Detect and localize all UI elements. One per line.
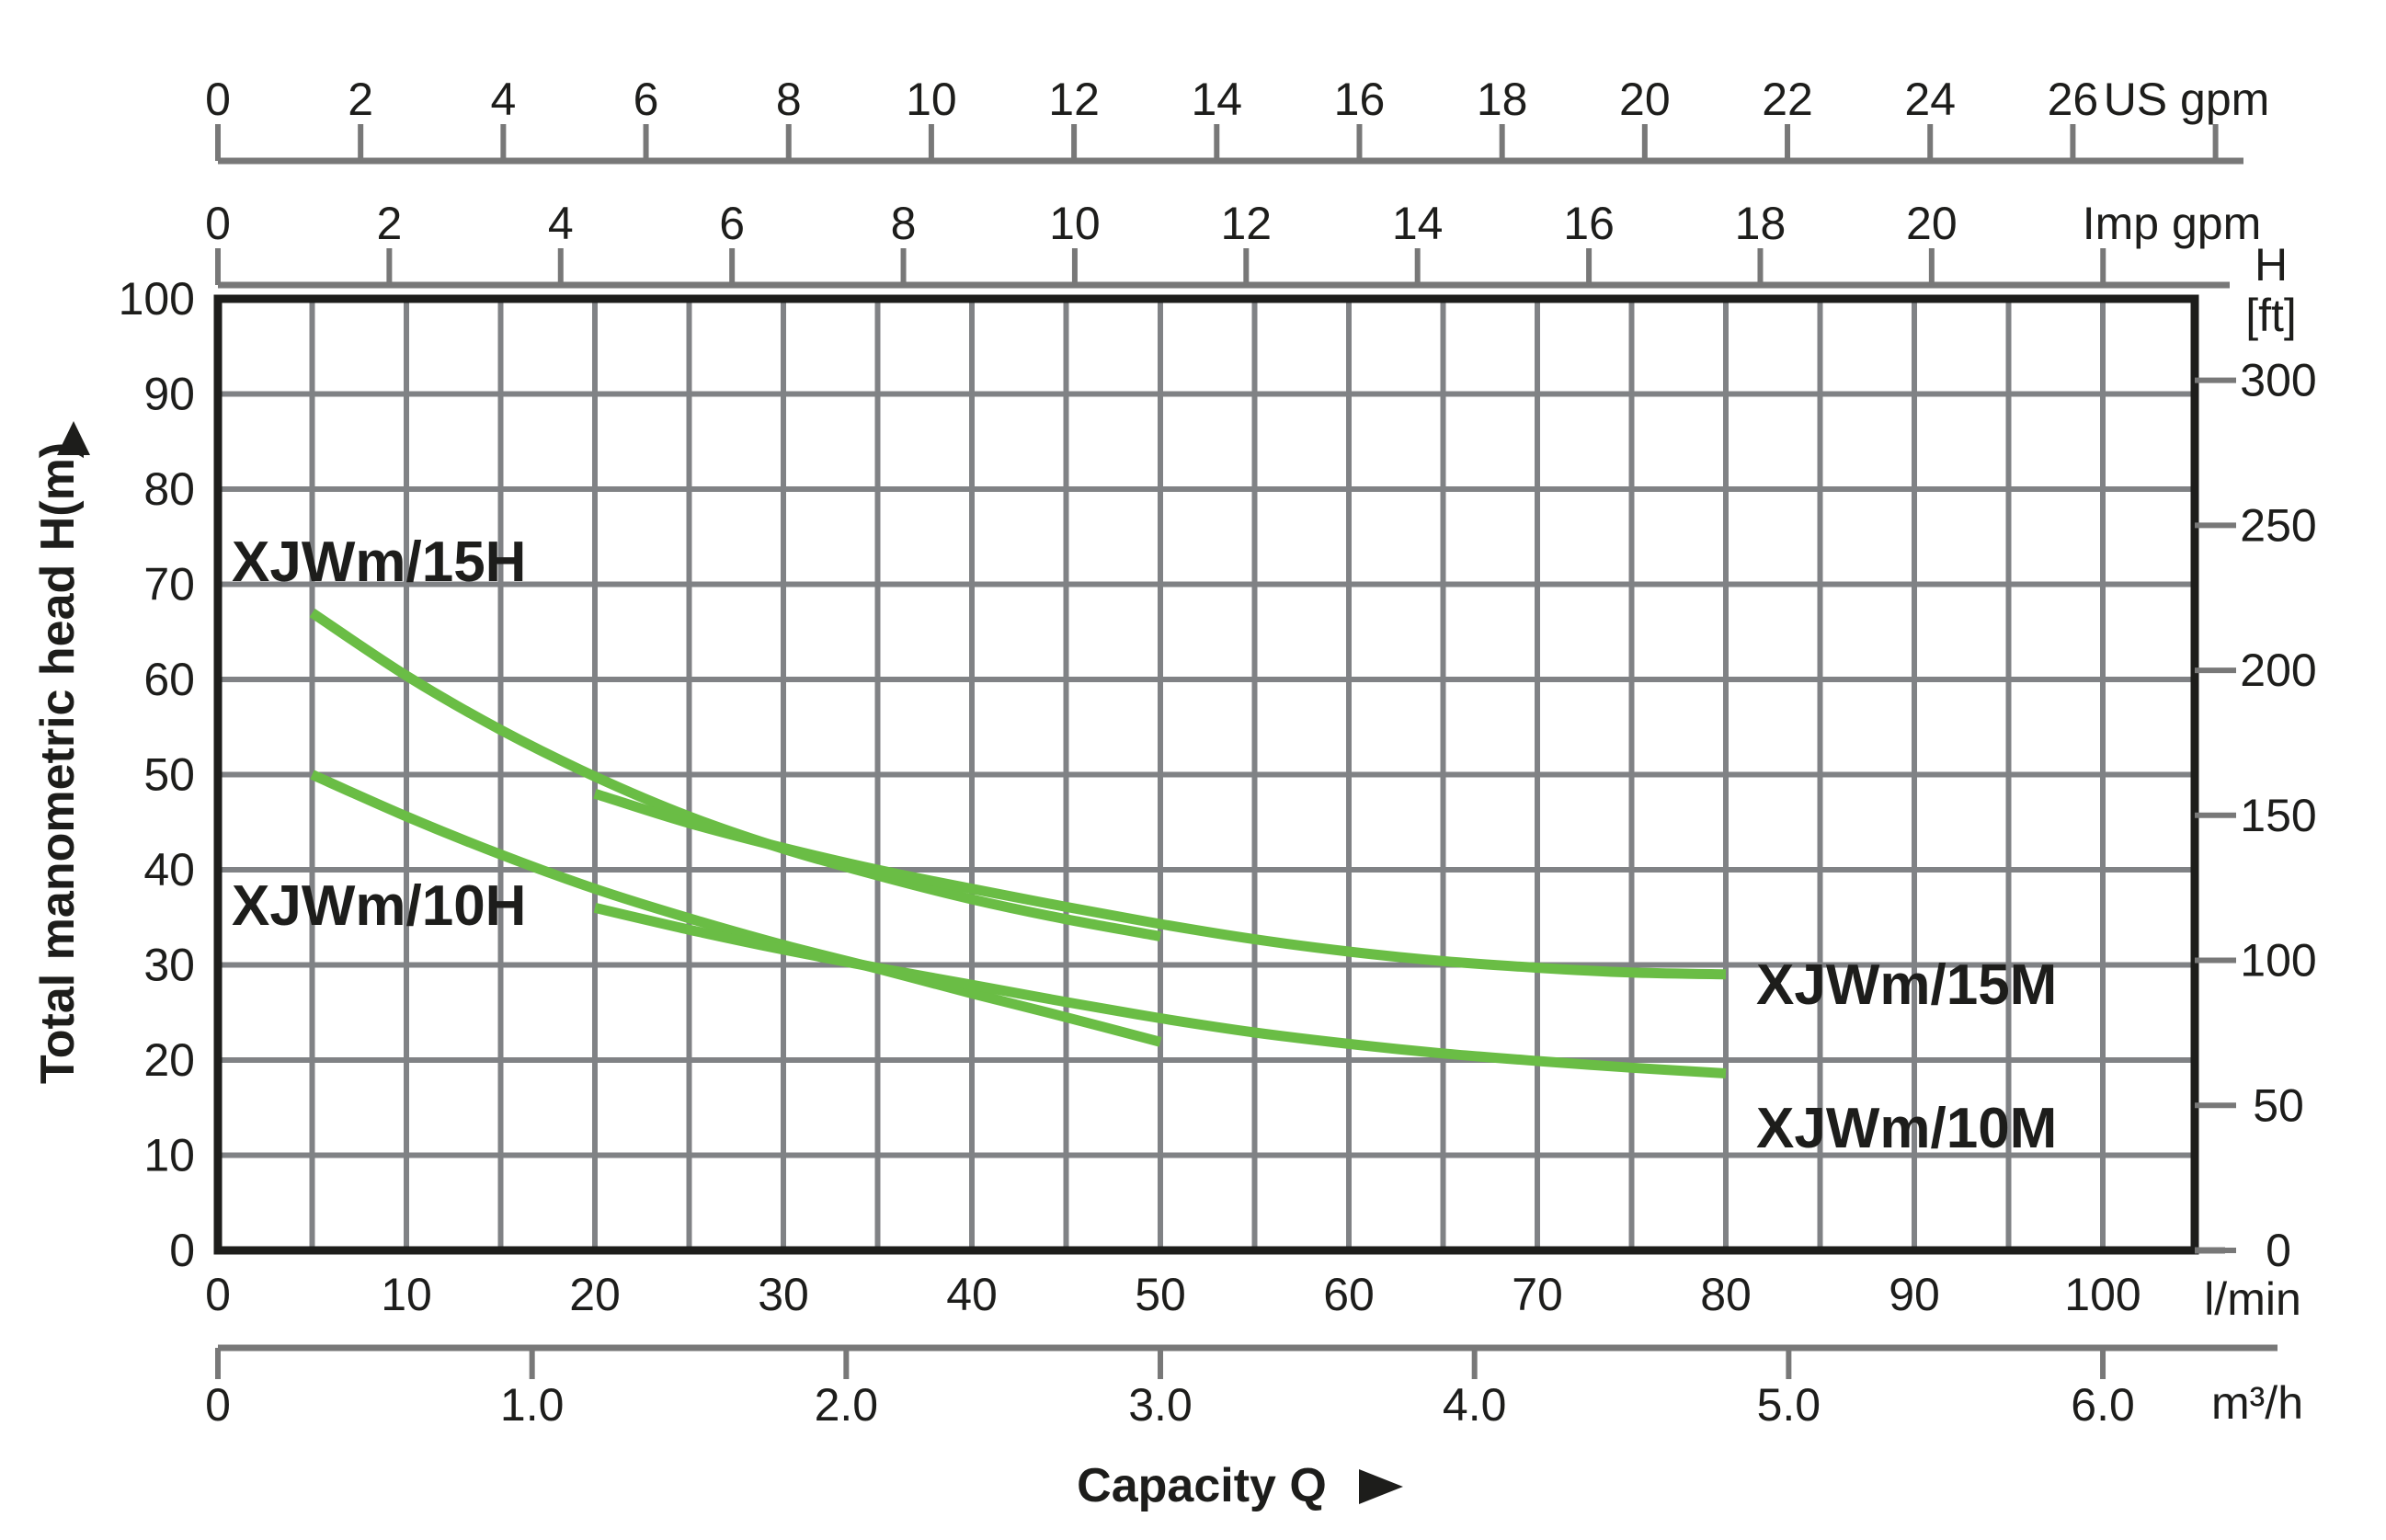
head-m-tick-label: 30 [143, 940, 195, 991]
curve-label-XJWm-10M: XJWm/10M [1756, 1097, 2057, 1160]
right-arrow-icon [1359, 1469, 1403, 1504]
ft-tick-label: 50 [2253, 1079, 2304, 1131]
lmin-tick-label: 10 [381, 1269, 432, 1320]
y-axis-title: Total manometric head H(m) [31, 442, 85, 1084]
us-gpm-unit-label: US gpm [2104, 74, 2270, 125]
us-gpm-tick-label: 24 [1904, 74, 1956, 125]
us-gpm-tick-label: 8 [776, 74, 802, 125]
m3h-tick-label: 2.0 [815, 1379, 879, 1431]
m3h-unit-label: m³/h [2211, 1377, 2303, 1429]
ft-tick-label: 100 [2240, 935, 2316, 987]
m3h-tick-label: 3.0 [1128, 1379, 1193, 1431]
imp-gpm-tick-label: 0 [205, 198, 231, 249]
curve-XJWm-15M [593, 788, 1727, 980]
head-m-tick-label: 80 [143, 463, 195, 515]
imp-gpm-tick-label: 14 [1392, 198, 1444, 249]
x-axis-title: Capacity Q [1077, 1459, 1327, 1512]
lmin-tick-label: 80 [1700, 1269, 1752, 1320]
ft-axis-header: H [2255, 239, 2288, 291]
curve-XJWm-10M [593, 903, 1727, 1078]
ft-tick-label: 200 [2240, 645, 2316, 696]
head-m-tick-label: 100 [119, 273, 195, 325]
lmin-tick-label: 0 [205, 1269, 231, 1320]
us-gpm-tick-label: 2 [348, 74, 373, 125]
curve-XJWm-10H [310, 770, 1162, 1047]
ft-tick-label: 250 [2240, 499, 2316, 551]
lmin-tick-label: 100 [2064, 1269, 2141, 1320]
lmin-tick-label: 60 [1323, 1269, 1375, 1320]
head-m-tick-label: 90 [143, 369, 195, 420]
head-m-tick-label: 20 [143, 1034, 195, 1086]
m3h-tick-label: 1.0 [500, 1379, 565, 1431]
lmin-tick-label: 30 [758, 1269, 809, 1320]
us-gpm-tick-label: 0 [205, 74, 231, 125]
plot-border [213, 294, 2199, 1255]
us-gpm-tick-label: 18 [1477, 74, 1528, 125]
us-gpm-tick-label: 12 [1048, 74, 1100, 125]
us-gpm-tick-label: 20 [1619, 74, 1671, 125]
lmin-tick-label: 40 [946, 1269, 998, 1320]
m3h-tick-label: 6.0 [2071, 1379, 2135, 1431]
us-gpm-tick-label: 14 [1191, 74, 1242, 125]
ft-tick-label: 300 [2240, 355, 2316, 406]
ft-tick-label: 150 [2240, 790, 2316, 841]
imp-gpm-tick-label: 4 [548, 198, 574, 249]
ft-tick-label: 0 [2266, 1225, 2291, 1276]
lmin-tick-label: 70 [1512, 1269, 1563, 1320]
curve-label-XJWm-15M: XJWm/15M [1756, 953, 2057, 1017]
us-gpm-tick-label: 4 [490, 74, 516, 125]
imp-gpm-tick-label: 8 [891, 198, 917, 249]
imp-gpm-tick-label: 2 [376, 198, 402, 249]
m3h-tick-label: 0 [205, 1379, 231, 1431]
head-m-tick-label: 10 [143, 1130, 195, 1181]
head-m-tick-label: 40 [143, 844, 195, 895]
head-m-tick-label: 70 [143, 559, 195, 610]
imp-gpm-tick-label: 6 [719, 198, 745, 249]
head-m-tick-label: 50 [143, 749, 195, 801]
up-arrow-icon [57, 421, 90, 455]
head-m-tick-label: 0 [169, 1225, 195, 1276]
us-gpm-tick-label: 10 [906, 74, 957, 125]
m3h-tick-label: 5.0 [1757, 1379, 1821, 1431]
us-gpm-tick-label: 6 [634, 74, 659, 125]
lmin-tick-label: 90 [1889, 1269, 1940, 1320]
m3h-tick-label: 4.0 [1443, 1379, 1507, 1431]
imp-gpm-tick-label: 12 [1221, 198, 1273, 249]
ft-axis-header: [ft] [2245, 290, 2297, 341]
imp-gpm-tick-label: 16 [1563, 198, 1615, 249]
imp-gpm-unit-label: Imp gpm [2083, 198, 2262, 249]
imp-gpm-tick-label: 10 [1049, 198, 1101, 249]
imp-gpm-tick-label: 18 [1735, 198, 1787, 249]
imp-gpm-tick-label: 20 [1906, 198, 1958, 249]
us-gpm-tick-label: 26 [2048, 74, 2099, 125]
us-gpm-tick-label: 16 [1334, 74, 1386, 125]
us-gpm-tick-label: 22 [1762, 74, 1813, 125]
head-m-tick-label: 60 [143, 654, 195, 705]
curve-label-XJWm-15H: XJWm/15H [232, 530, 526, 594]
curve-label-XJWm-10H: XJWm/10H [232, 874, 526, 938]
lmin-tick-label: 50 [1135, 1269, 1186, 1320]
lmin-tick-label: 20 [569, 1269, 621, 1320]
lmin-unit-label: l/min [2204, 1273, 2301, 1325]
